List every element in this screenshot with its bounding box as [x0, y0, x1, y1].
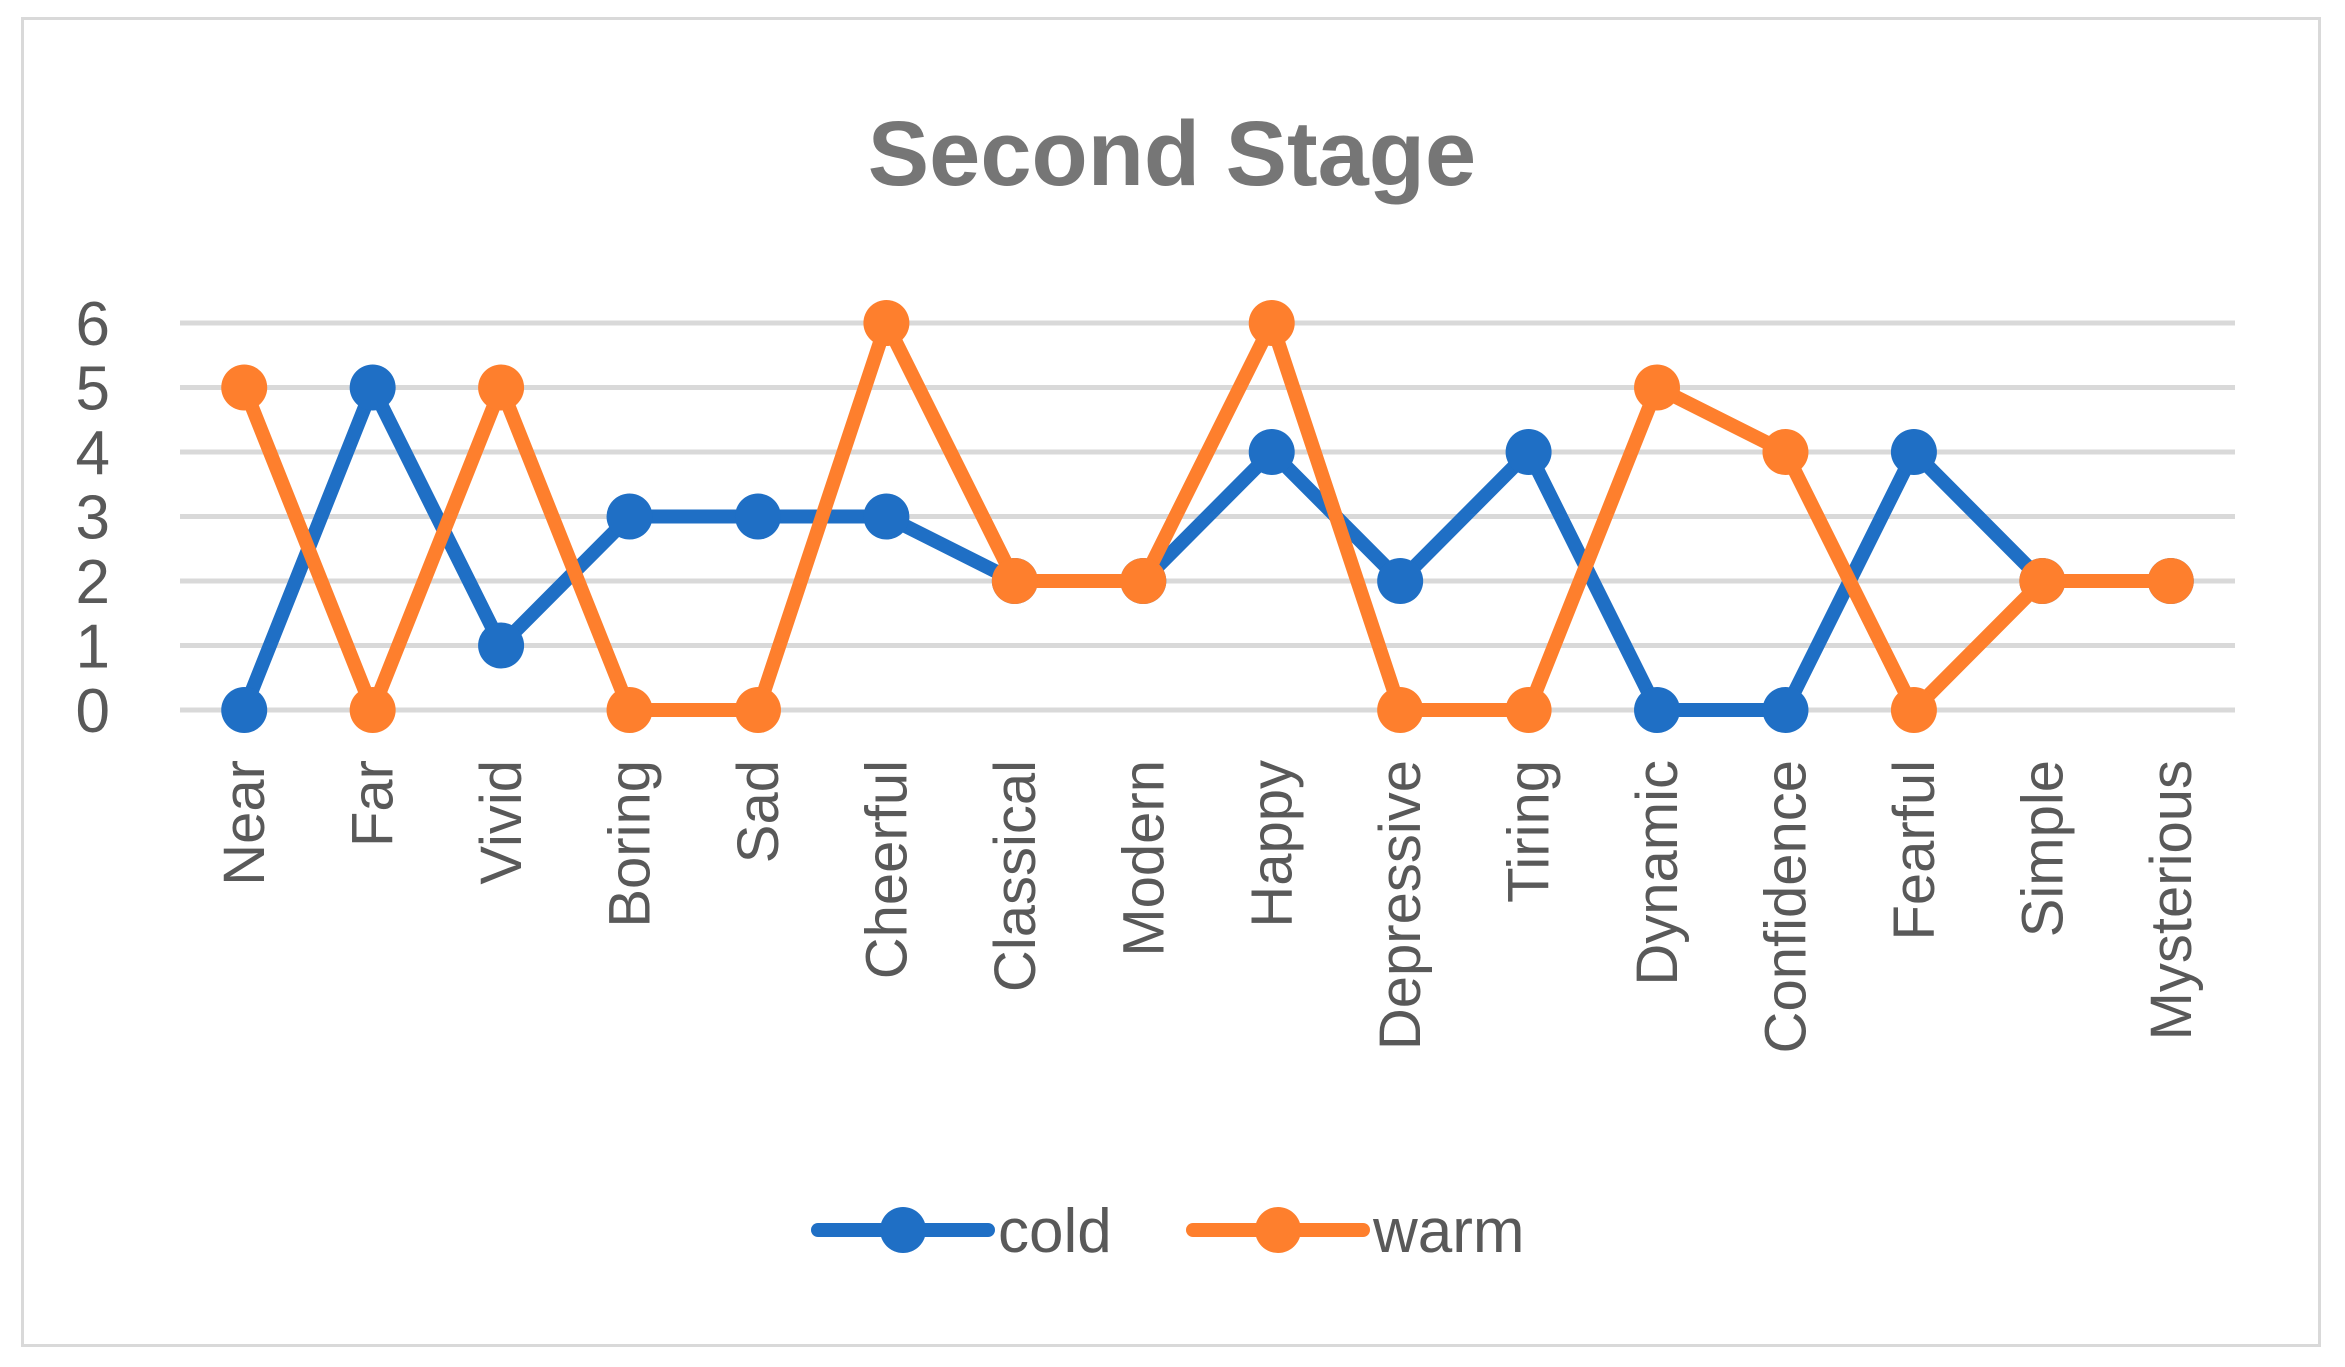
data-point-warm	[2147, 558, 2194, 604]
data-point-cold	[1377, 558, 1424, 604]
data-point-cold	[349, 364, 396, 411]
legend-label: cold	[998, 1197, 1112, 1266]
data-point-warm	[1505, 687, 1552, 733]
x-tick-label: Simple	[2010, 760, 2075, 937]
x-tick-label: Tiring	[1497, 760, 1562, 903]
data-point-warm	[734, 687, 781, 733]
x-tick-label: Confidence	[1753, 760, 1818, 1053]
series-line-cold	[237, 380, 2178, 717]
data-point-warm	[863, 300, 910, 346]
data-point-cold	[1890, 429, 1937, 475]
chart-title: Second Stage	[868, 103, 1476, 205]
x-tick-label: Dynamic	[1625, 760, 1690, 986]
data-point-warm	[1890, 687, 1937, 733]
data-point-warm	[1120, 558, 1167, 604]
series-layer	[221, 300, 2194, 733]
data-point-cold	[1248, 429, 1295, 475]
x-tick-label: Classical	[983, 760, 1048, 992]
legend-item-cold: cold	[811, 1197, 1112, 1266]
y-tick-label: 3	[76, 484, 110, 553]
data-point-cold	[478, 622, 525, 669]
x-tick-label: Mysterious	[2139, 760, 2204, 1040]
x-tick-label: Depressive	[1368, 760, 1433, 1050]
data-point-cold	[1634, 687, 1681, 733]
data-point-warm	[606, 687, 653, 733]
data-point-cold	[863, 493, 910, 540]
data-point-warm	[1248, 300, 1295, 346]
x-axis-ticks: Near Far Vivid Boring Sad Cheerful Classical Mo…	[212, 760, 2204, 1053]
x-tick-label: Vivid	[469, 760, 534, 885]
y-tick-label: 2	[76, 548, 110, 617]
data-point-warm	[991, 558, 1038, 604]
data-point-cold	[1762, 687, 1809, 733]
legend-label: warm	[1372, 1197, 1525, 1266]
x-tick-label: Sad	[726, 760, 791, 863]
data-point-cold	[606, 493, 653, 540]
data-point-cold	[734, 493, 781, 540]
legend-marker	[880, 1207, 926, 1253]
data-point-warm	[221, 364, 268, 411]
x-tick-label: Boring	[598, 760, 663, 928]
data-point-cold	[1505, 429, 1552, 475]
series-line-warm	[237, 316, 2178, 717]
y-tick-label: 0	[76, 677, 110, 746]
x-tick-label: Cheerful	[854, 760, 919, 979]
y-tick-label: 1	[76, 613, 110, 682]
data-point-warm	[478, 364, 525, 411]
data-point-warm	[1634, 364, 1681, 411]
x-tick-label: Happy	[1240, 760, 1305, 928]
data-point-cold	[221, 687, 268, 733]
x-tick-label: Far	[341, 760, 406, 847]
legend-item-warm: warm	[1186, 1197, 1525, 1266]
series-warm	[221, 300, 2194, 733]
x-tick-label: Fearful	[1882, 760, 1947, 941]
legend-marker	[1255, 1207, 1301, 1253]
data-point-warm	[1377, 687, 1424, 733]
data-point-warm	[1762, 429, 1809, 475]
y-tick-label: 4	[76, 419, 110, 488]
data-point-warm	[349, 687, 396, 733]
y-tick-label: 6	[76, 290, 110, 359]
x-tick-label: Modern	[1111, 760, 1176, 957]
data-point-warm	[2019, 558, 2066, 604]
x-tick-label: Near	[212, 760, 277, 886]
legend: cold warm	[811, 1197, 1525, 1266]
y-tick-label: 5	[76, 355, 110, 424]
